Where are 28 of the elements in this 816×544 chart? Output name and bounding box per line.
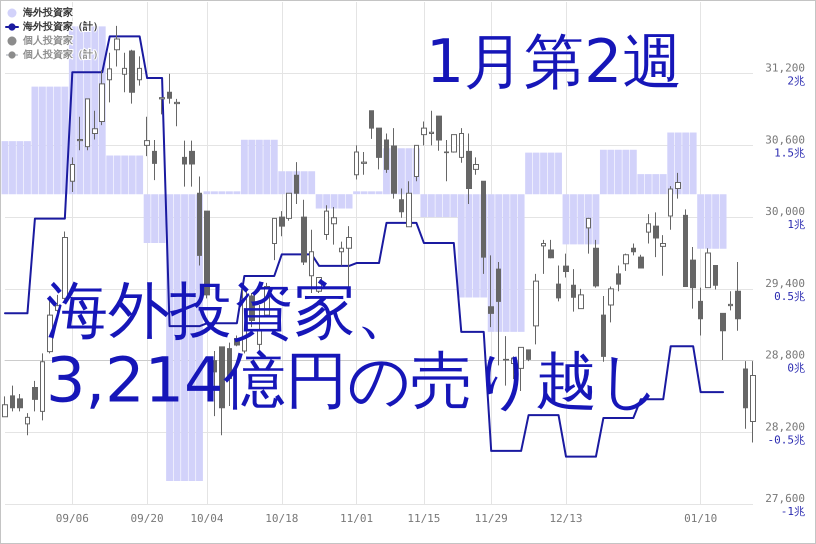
legend-label: 個人投資家	[22, 34, 73, 46]
y-tick-label: 30,000	[765, 205, 805, 218]
legend-label: 海外投資家	[22, 6, 73, 18]
y2-tick-label: 0兆	[787, 362, 805, 375]
legend-label: 海外投資家（計）	[22, 20, 103, 32]
x-tick-label: 10/04	[190, 512, 224, 525]
y2-tick-label: -0.5兆	[768, 433, 805, 446]
text: 1月第2週	[426, 27, 682, 97]
y-tick-label: 28,800	[765, 348, 805, 362]
y-tick-label: 29,400	[765, 276, 805, 290]
x-tick-label: 11/15	[407, 512, 440, 525]
y2-tick-label: 1.5兆	[774, 146, 805, 160]
y-tick-label: 30,600	[765, 133, 805, 146]
y-tick-label: 28,200	[765, 420, 805, 434]
x-tick-label: 10/18	[265, 512, 298, 525]
x-tick-label: 09/20	[130, 512, 164, 525]
y2-tick-label: 2兆	[787, 74, 805, 88]
legend-label: 個人投資家（計）	[22, 48, 103, 60]
y2-tick-label: 0.5兆	[774, 290, 805, 303]
y2-tick-label: 1兆	[787, 218, 805, 232]
x-tick-label: 11/29	[474, 512, 508, 525]
x-tick-label: 12/13	[549, 512, 583, 525]
x-tick-label: 01/10	[684, 512, 718, 525]
y-tick-label: 27,600	[765, 492, 805, 505]
y-tick-label: 31,200	[765, 62, 805, 75]
x-tick-label: 09/06	[56, 512, 89, 525]
y2-tick-label: -1兆	[780, 505, 805, 518]
x-tick-label: 11/01	[340, 512, 374, 525]
